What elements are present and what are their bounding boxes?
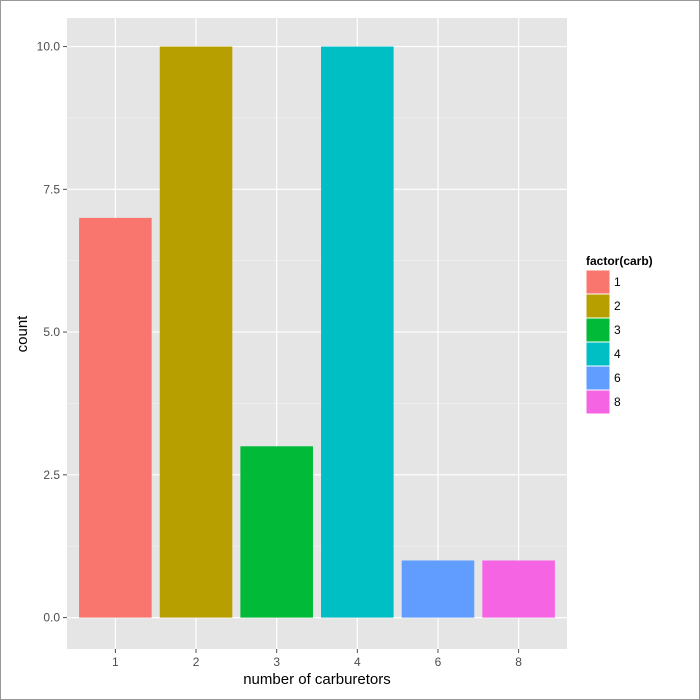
bar-carb-4	[321, 46, 394, 618]
legend-label: 4	[614, 347, 621, 361]
x-axis-title: number of carburetors	[243, 671, 391, 688]
bar-carb-2	[159, 46, 233, 618]
y-axis: 0.0 2.5 5.0 7.5 10.0	[37, 40, 67, 625]
bar-carb-1	[79, 217, 152, 618]
legend-key-3	[586, 318, 610, 342]
legend-key-4	[586, 342, 610, 366]
bar-carb-8	[482, 560, 555, 618]
x-tick-label: 6	[435, 655, 442, 669]
y-tick-label: 0.0	[43, 611, 60, 625]
legend-key-6	[586, 366, 610, 390]
x-axis: 1 2 3 4 6 8	[112, 649, 522, 669]
y-tick-label: 10.0	[37, 40, 61, 54]
bar-carb-3	[240, 446, 313, 618]
x-tick-label: 4	[354, 655, 361, 669]
bars	[79, 46, 555, 618]
x-tick-label: 3	[273, 655, 280, 669]
legend: factor(carb) 1 2 3 4 6 8	[585, 254, 653, 415]
legend-label: 1	[614, 275, 621, 289]
legend-label: 3	[614, 323, 621, 337]
legend-title: factor(carb)	[586, 254, 653, 268]
legend-label: 6	[614, 371, 621, 385]
legend-key-1	[586, 270, 610, 294]
legend-key-2	[586, 294, 610, 318]
y-tick-label: 5.0	[43, 325, 60, 339]
legend-label: 2	[614, 299, 621, 313]
y-tick-label: 7.5	[43, 182, 60, 196]
x-tick-label: 2	[193, 655, 200, 669]
y-tick-label: 2.5	[43, 468, 60, 482]
legend-label: 8	[614, 395, 621, 409]
legend-key-8	[586, 390, 610, 414]
x-tick-label: 8	[515, 655, 522, 669]
y-axis-title: count	[14, 315, 31, 353]
bar-carb-6	[401, 560, 475, 618]
x-tick-label: 1	[112, 655, 119, 669]
